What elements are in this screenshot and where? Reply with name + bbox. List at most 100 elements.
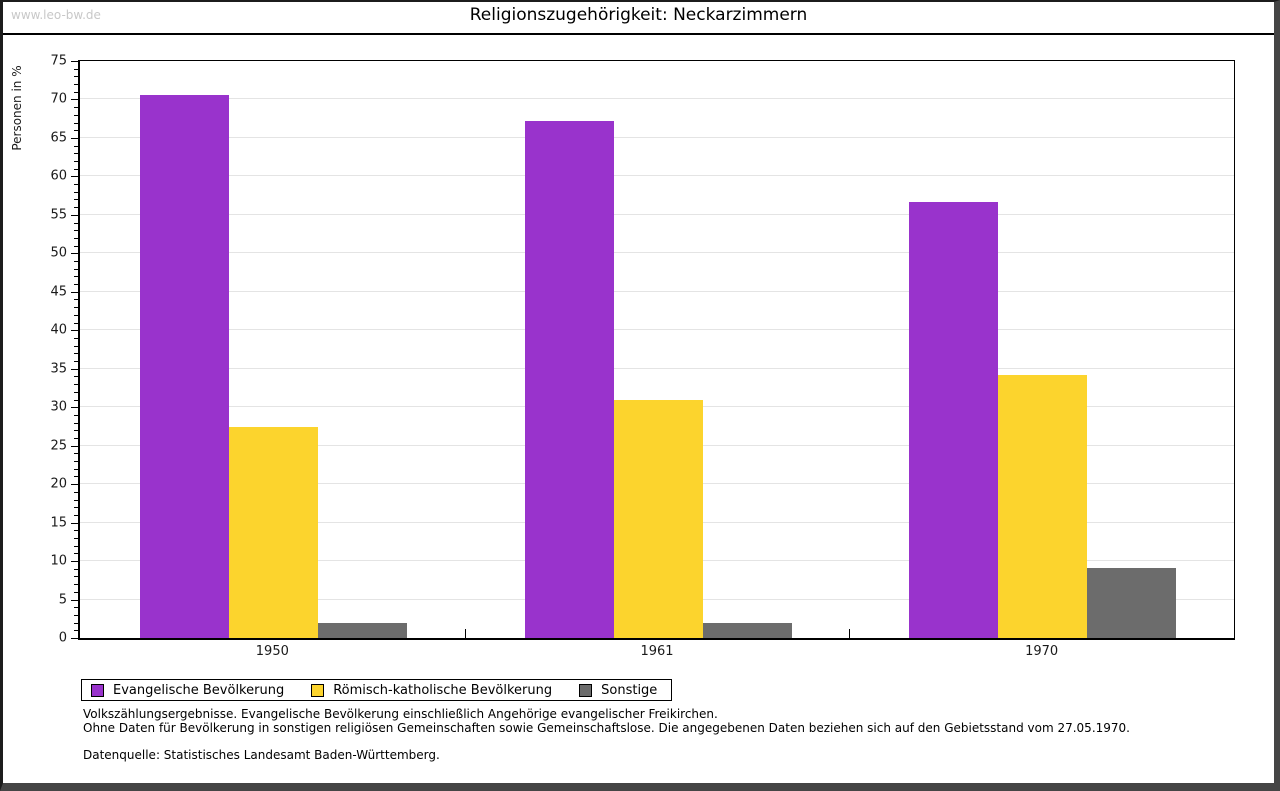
y-minor-tick bbox=[74, 453, 78, 455]
y-minor-tick bbox=[74, 130, 78, 132]
chart-title: Religionszugehörigkeit: Neckarzimmern bbox=[469, 5, 808, 25]
y-minor-tick bbox=[74, 345, 78, 347]
y-minor-tick bbox=[74, 576, 78, 578]
bar-1950-series-0 bbox=[140, 94, 229, 638]
y-axis-labels: 0 5 10 15 20 25 30 35 40 45 50 55 60 65 70 75 bbox=[3, 54, 67, 646]
data-source: Datenquelle: Statistisches Landesamt Bad… bbox=[83, 748, 440, 762]
y-major-tick bbox=[71, 599, 78, 601]
y-axis-ticks bbox=[71, 61, 78, 639]
bar-1970-series-0 bbox=[909, 201, 999, 638]
gridline bbox=[80, 136, 1234, 138]
y-major-tick bbox=[71, 445, 78, 447]
y-minor-tick bbox=[74, 276, 78, 278]
y-minor-tick bbox=[74, 91, 78, 93]
y-minor-tick bbox=[74, 461, 78, 463]
bar-1970-series-2 bbox=[1087, 568, 1177, 638]
footnotes: Volkszählungsergebnisse. Evangelische Be… bbox=[83, 707, 1254, 763]
y-minor-tick bbox=[74, 153, 78, 155]
x-axis-labels: 1950 1961 1970 bbox=[80, 644, 1234, 662]
y-major-tick bbox=[71, 291, 78, 293]
y-minor-tick bbox=[74, 161, 78, 162]
gridline bbox=[80, 329, 1234, 331]
bar-1961-series-2 bbox=[702, 623, 792, 638]
y-minor-tick bbox=[74, 507, 78, 509]
y-minor-tick bbox=[74, 384, 78, 386]
legend-label: Evangelische Bevölkerung bbox=[113, 682, 285, 698]
y-minor-tick bbox=[74, 399, 78, 401]
legend-swatch bbox=[579, 683, 593, 697]
y-minor-tick bbox=[74, 414, 78, 416]
gridline bbox=[80, 175, 1234, 177]
y-minor-tick bbox=[74, 545, 78, 547]
y-minor-tick bbox=[74, 237, 78, 239]
y-minor-tick bbox=[74, 607, 78, 609]
y-minor-tick bbox=[74, 468, 78, 470]
y-minor-tick bbox=[74, 361, 78, 363]
y-minor-tick bbox=[74, 591, 78, 593]
y-minor-tick bbox=[74, 391, 78, 393]
y-minor-tick bbox=[74, 199, 78, 201]
y-minor-tick bbox=[74, 614, 78, 616]
y-major-tick bbox=[71, 368, 78, 370]
x-tick-label: 1961 bbox=[640, 644, 674, 659]
y-major-tick bbox=[71, 638, 78, 639]
y-tick-label: 75 bbox=[50, 53, 67, 69]
y-minor-tick bbox=[74, 261, 78, 263]
watermark: www.leo-bw.de bbox=[11, 8, 101, 22]
y-tick-label: 20 bbox=[50, 476, 67, 492]
plot-area bbox=[78, 60, 1235, 640]
y-minor-tick bbox=[74, 491, 78, 493]
footnote-line-2: Ohne Daten für Bevölkerung in sonstigen … bbox=[83, 720, 1130, 735]
x-tick-label: 1970 bbox=[1025, 644, 1059, 659]
y-tick-label: 30 bbox=[50, 399, 67, 415]
legend: Evangelische Bevölkerung Römisch-katholis… bbox=[81, 679, 673, 701]
y-minor-tick bbox=[74, 299, 78, 301]
y-minor-tick bbox=[74, 322, 78, 324]
y-tick-label: 50 bbox=[50, 245, 67, 261]
y-major-tick bbox=[71, 137, 78, 139]
y-tick-label: 60 bbox=[50, 168, 67, 184]
y-minor-tick bbox=[74, 437, 78, 439]
legend-swatch bbox=[91, 683, 104, 697]
y-minor-tick bbox=[74, 122, 78, 124]
y-minor-tick bbox=[74, 568, 78, 570]
bar-1961-series-1 bbox=[613, 400, 703, 638]
y-minor-tick bbox=[74, 222, 78, 224]
legend-label: Römisch-katholische Bevölkerung bbox=[333, 682, 553, 698]
y-major-tick bbox=[71, 61, 78, 62]
y-minor-tick bbox=[74, 145, 78, 147]
y-minor-tick bbox=[74, 284, 78, 286]
x-boundary-tick bbox=[464, 629, 466, 638]
legend-swatch bbox=[311, 683, 325, 697]
y-minor-tick bbox=[74, 76, 78, 78]
y-tick-label: 25 bbox=[50, 438, 67, 454]
y-minor-tick bbox=[74, 499, 78, 501]
y-minor-tick bbox=[74, 430, 78, 432]
y-minor-tick bbox=[74, 68, 78, 70]
y-minor-tick bbox=[74, 537, 78, 539]
y-minor-tick bbox=[74, 184, 78, 186]
x-tick-label: 1950 bbox=[255, 644, 289, 659]
gridline bbox=[80, 367, 1234, 369]
y-major-tick bbox=[71, 253, 78, 255]
y-major-tick bbox=[71, 561, 78, 563]
y-minor-tick bbox=[74, 630, 78, 632]
y-minor-tick bbox=[74, 307, 78, 309]
y-tick-label: 65 bbox=[50, 130, 67, 146]
legend-label: Sonstige bbox=[601, 682, 658, 698]
y-major-tick bbox=[71, 99, 78, 101]
y-minor-tick bbox=[74, 191, 78, 193]
legend-item: Sonstige bbox=[579, 683, 657, 698]
y-tick-label: 55 bbox=[50, 207, 67, 223]
y-minor-tick bbox=[74, 337, 78, 339]
y-major-tick bbox=[71, 484, 78, 486]
y-tick-label: 0 bbox=[58, 630, 67, 646]
gridline bbox=[80, 252, 1234, 254]
gridline bbox=[80, 98, 1234, 100]
gridline bbox=[80, 290, 1234, 292]
bar-1961-series-0 bbox=[524, 121, 614, 638]
y-minor-tick bbox=[74, 353, 78, 355]
y-minor-tick bbox=[74, 107, 78, 109]
bar-1950-series-2 bbox=[317, 622, 407, 638]
y-minor-tick bbox=[74, 530, 78, 532]
